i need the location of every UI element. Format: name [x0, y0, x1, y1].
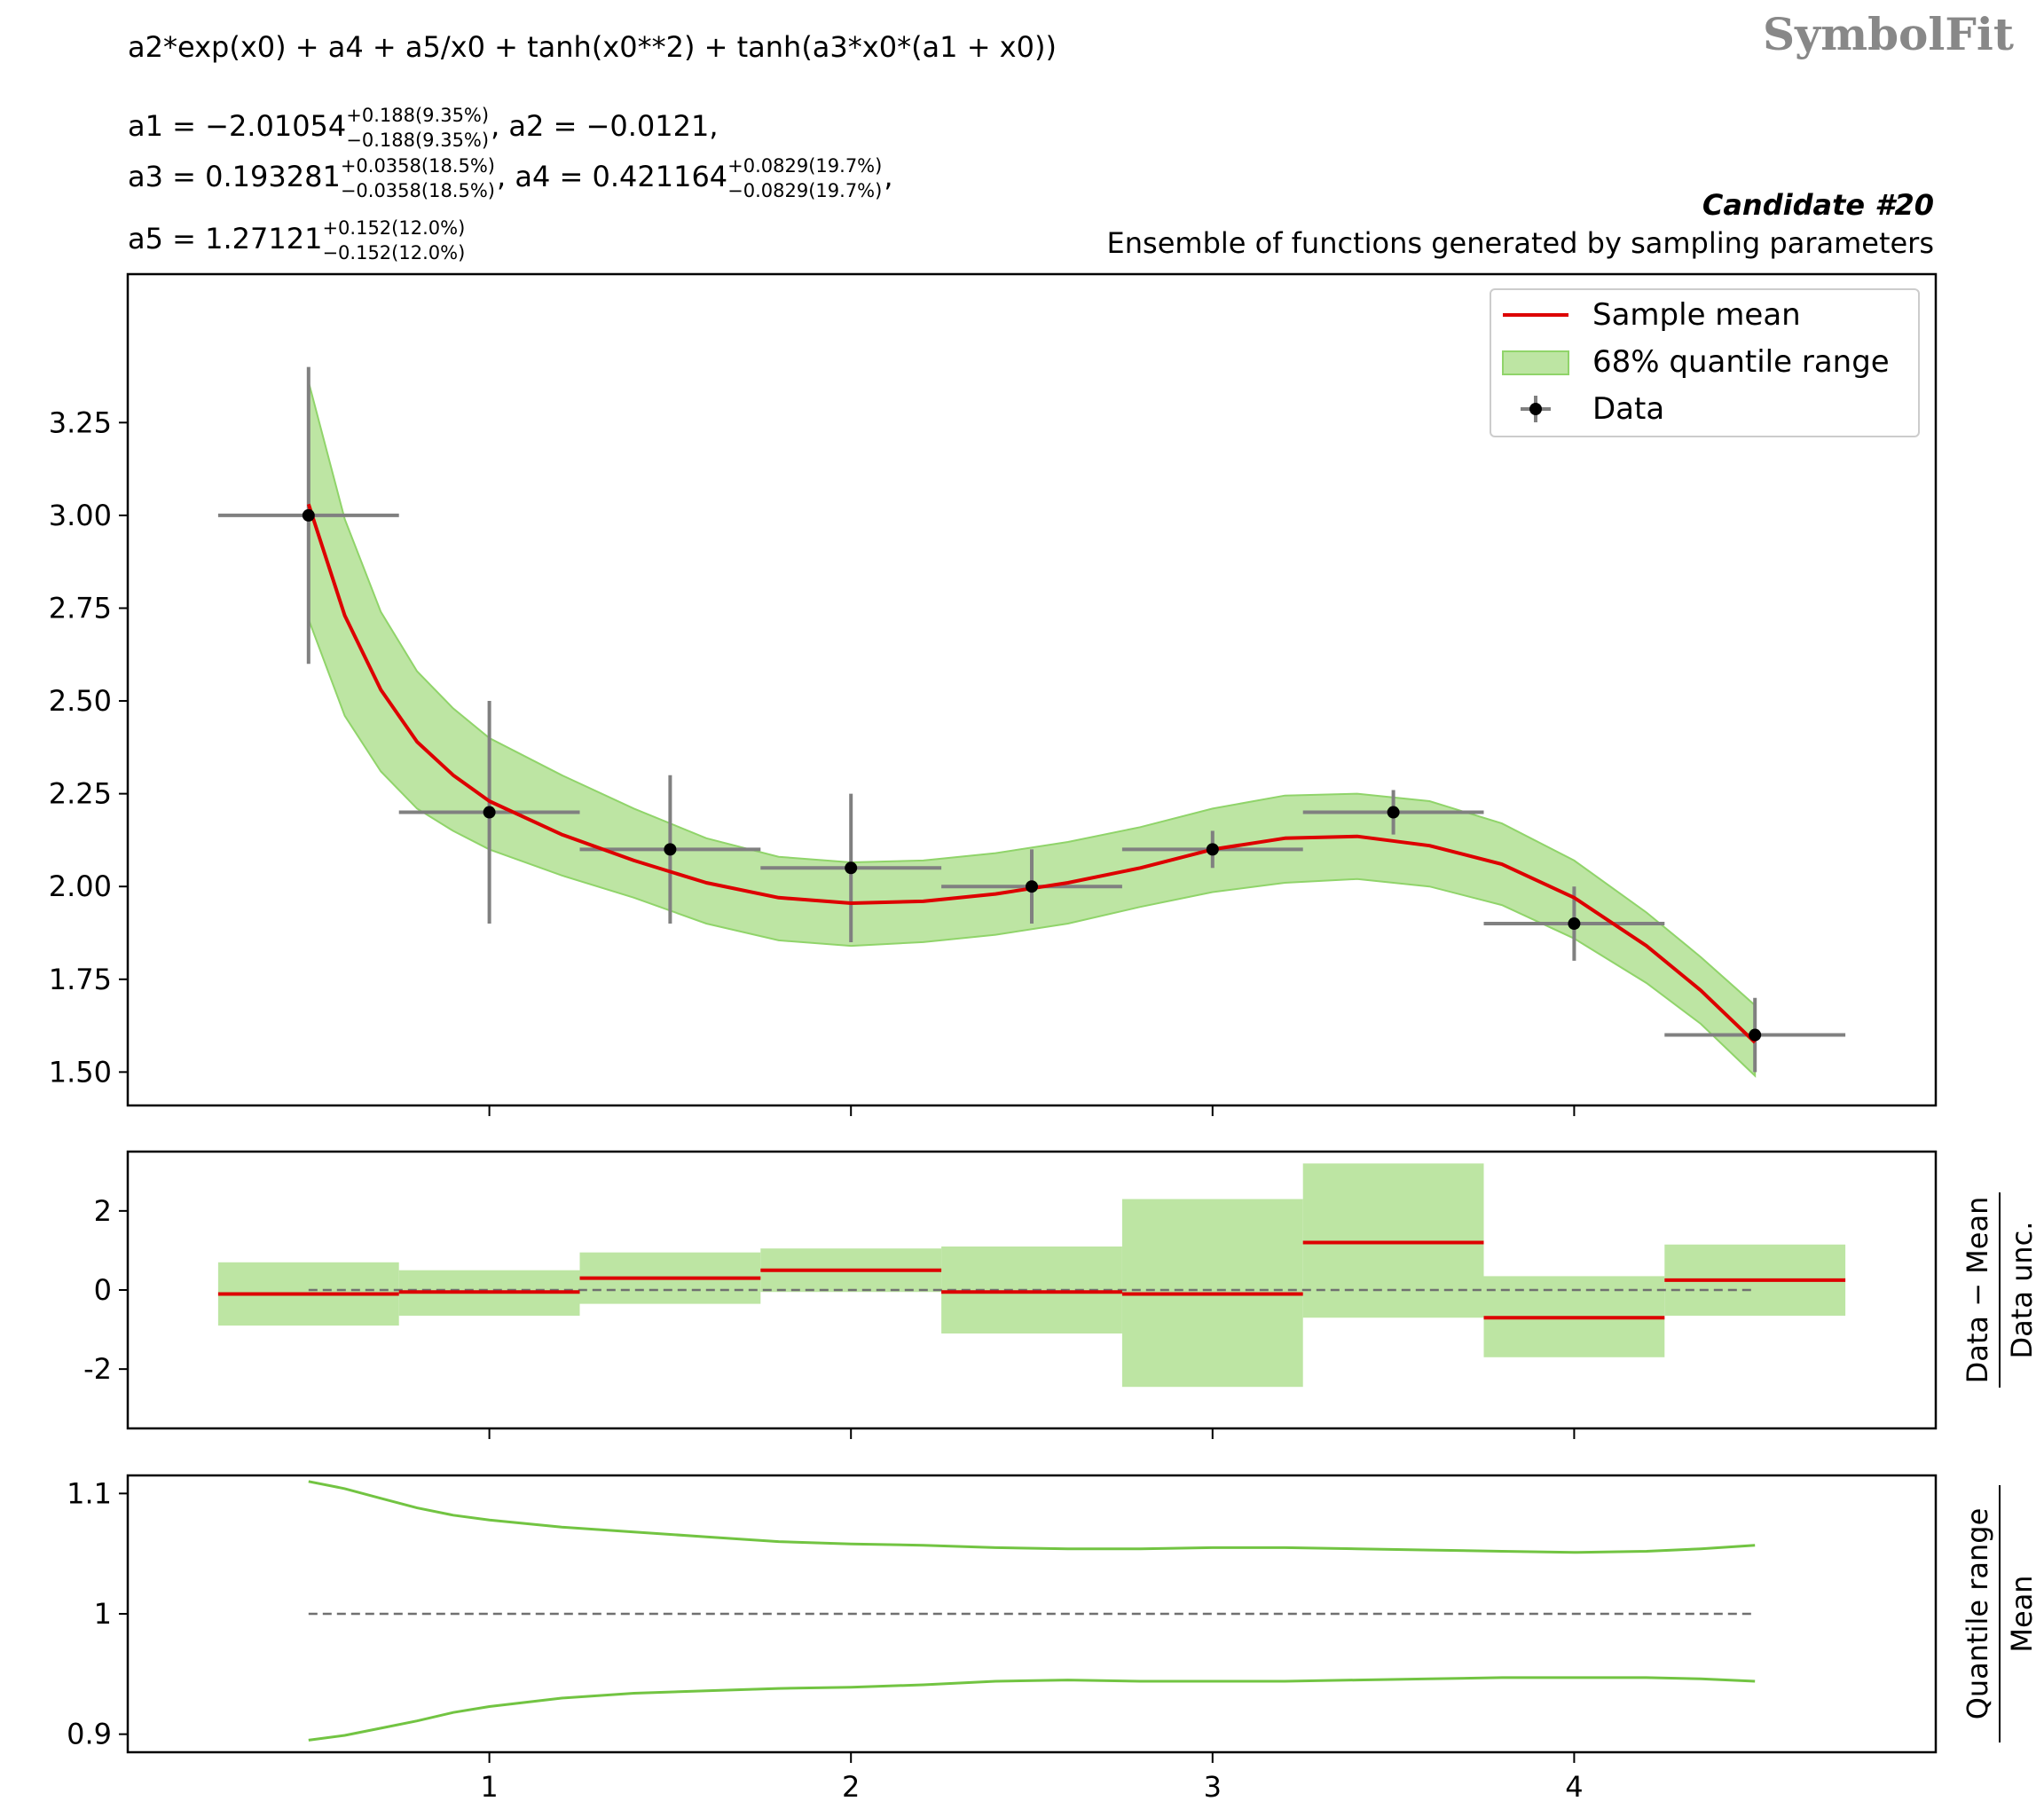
main-ytick-label: 2.00 [49, 869, 112, 903]
pull-ylabel-denominator: Data unc. [2005, 1222, 2039, 1359]
data-point [302, 508, 315, 522]
data-point [1206, 843, 1219, 856]
data-point [845, 861, 858, 875]
main-ytick-label: 3.00 [49, 499, 112, 532]
pull-band-bin [1302, 1163, 1484, 1318]
parameter-line-3: a5 = 1.27121+0.152(12.0%) −0.152(12.0%) [128, 217, 465, 264]
param-a4-value: a4 = 0.421164 [506, 160, 727, 193]
legend-frame [1490, 288, 1920, 437]
ratio-xtick-label: 3 [1204, 1770, 1222, 1804]
ratio-panel: 0.9 1 1.1 1 2 3 4 Quantile range Mean [67, 1474, 2039, 1804]
legend-data-marker [1529, 403, 1542, 415]
ratio-upper-line [308, 1480, 1756, 1554]
param-a4-lower-unc: −0.0829(19.7%) [727, 180, 882, 201]
symbolfit-logo: SymbolFit [1763, 8, 2014, 60]
main-frame [126, 272, 1938, 1107]
param-a4-upper-unc: +0.0829(19.7%) [727, 155, 882, 177]
pull-ytick-label: 2 [94, 1194, 112, 1228]
main-panel: 1.50 1.75 2.00 2.25 2.50 2.75 3.00 3.25 [49, 272, 1938, 1116]
ratio-xtick-label: 2 [842, 1770, 860, 1804]
ratio-lower-line [308, 1676, 1756, 1742]
pull-ytick-label: 0 [94, 1273, 112, 1307]
main-ytick-label: 3.25 [49, 405, 112, 439]
ratio-ytick-label: 1.1 [67, 1476, 112, 1510]
data-point [1026, 880, 1038, 893]
main-ytick-label: 2.50 [49, 684, 112, 718]
ratio-xtick-label: 4 [1565, 1770, 1583, 1804]
legend-mean-label: Sample mean [1592, 297, 1801, 333]
legend: Sample mean 68% quantile range Data [1490, 288, 1920, 437]
main-ytick-label: 2.25 [49, 777, 112, 811]
param-a5-lower-unc: −0.152(12.0%) [322, 242, 465, 264]
legend-band-label: 68% quantile range [1592, 344, 1890, 380]
chart-subtitle: Ensemble of functions generated by sampl… [1107, 226, 1934, 260]
param-a2-value: a2 = −0.0121 [499, 109, 709, 143]
ratio-ytick-label: 1 [94, 1597, 112, 1631]
param-separator: , [884, 160, 892, 193]
pull-ylabel-numerator: Data − Mean [1961, 1197, 1994, 1384]
data-point [483, 806, 496, 819]
param-a5-upper-unc: +0.152(12.0%) [322, 217, 465, 239]
param-a5-value: a5 = 1.27121 [128, 222, 322, 256]
main-ytick-label: 1.50 [49, 1055, 112, 1089]
param-a3-value: a3 = 0.193281 [128, 160, 341, 193]
main-ytick-label: 1.75 [49, 963, 112, 996]
param-a1-upper-unc: +0.188(9.35%) [346, 105, 489, 126]
ratio-xtick-label: 1 [480, 1770, 498, 1804]
formula-text: a2*exp(x0) + a4 + a5/x0 + tanh(x0**2) + … [128, 30, 1057, 64]
parameter-line-1: a1 = −2.01054+0.188(9.35%) −0.188(9.35%),… [128, 105, 719, 151]
data-point [664, 843, 677, 856]
data-point [1749, 1028, 1762, 1042]
data-point [1568, 917, 1581, 931]
parameter-line-2: a3 = 0.193281+0.0358(18.5%) −0.0358(18.5%… [128, 155, 893, 201]
candidate-title: Candidate #20 [1702, 188, 1934, 222]
param-a3-lower-unc: −0.0358(18.5%) [341, 180, 495, 201]
ratio-ylabel-denominator: Mean [2005, 1575, 2039, 1652]
param-separator: , [709, 109, 718, 143]
param-a1-value: a1 = −2.01054 [128, 109, 346, 143]
param-a1-lower-unc: −0.188(9.35%) [346, 130, 489, 151]
legend-data-label: Data [1592, 391, 1664, 427]
ratio-ytick-label: 0.9 [67, 1718, 112, 1751]
pull-panel: -2 0 2 Data − Mean Data unc. [83, 1150, 2039, 1439]
data-point [1387, 806, 1400, 819]
param-a3-upper-unc: +0.0358(18.5%) [341, 155, 495, 177]
quantile-band [307, 381, 1757, 1078]
pull-ytick-label: -2 [83, 1352, 112, 1386]
ratio-ylabel-numerator: Quantile range [1961, 1508, 1994, 1720]
param-separator: , [497, 160, 506, 193]
fit-parameters: a1 = −2.01054+0.188(9.35%) −0.188(9.35%),… [128, 105, 893, 264]
main-ytick-label: 2.75 [49, 591, 112, 625]
param-separator: , [491, 109, 499, 143]
sample-mean-line [306, 503, 1757, 1044]
legend-band-swatch [1502, 350, 1569, 375]
